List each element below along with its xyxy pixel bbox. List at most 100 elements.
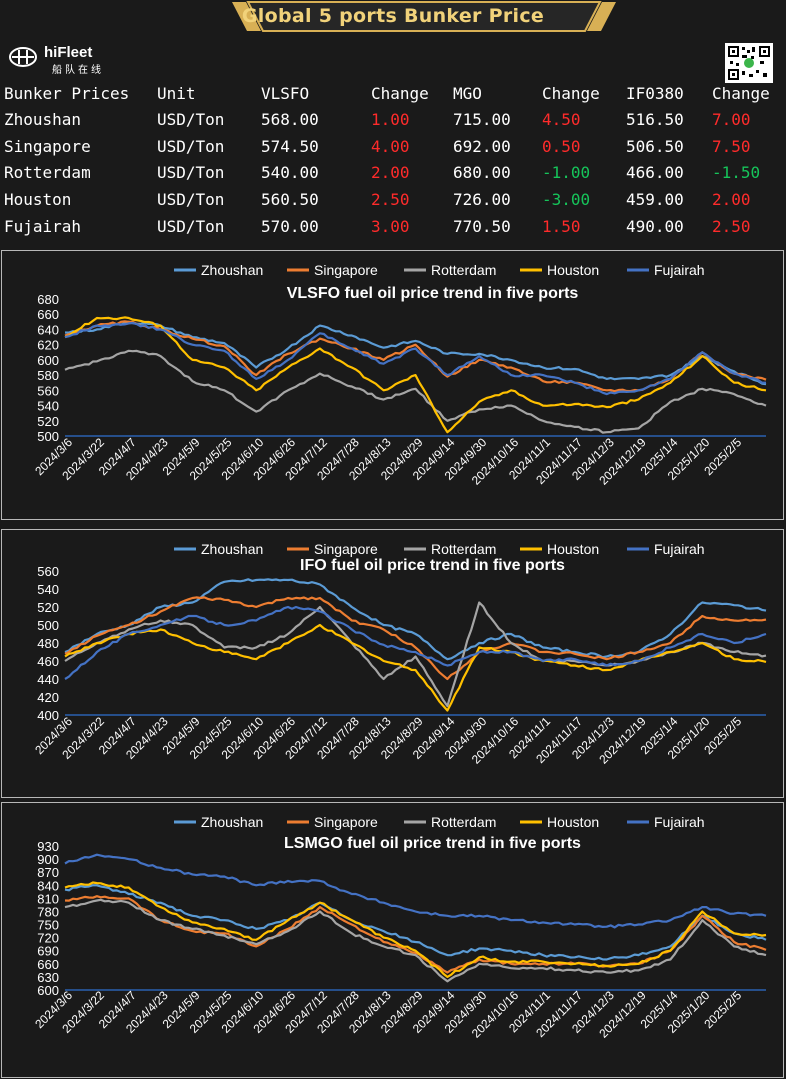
legend-label: Rotterdam <box>431 262 496 278</box>
series-line-singapore <box>64 320 767 393</box>
y-tick-label: 660 <box>37 307 59 322</box>
y-tick-label: 810 <box>37 891 59 906</box>
legend-label: Zhoushan <box>201 262 263 278</box>
y-tick-label: 560 <box>37 564 59 579</box>
y-tick-label: 870 <box>37 865 59 880</box>
y-tick-label: 440 <box>37 672 59 687</box>
y-tick-label: 460 <box>37 654 59 669</box>
title-banner: Global 5 ports Bunker Price <box>0 0 786 33</box>
table-row: Singapore USD/Ton 574.50 4.00 692.00 0.5… <box>0 137 786 163</box>
y-tick-label: 500 <box>37 429 59 444</box>
y-tick-label: 520 <box>37 600 59 615</box>
y-tick-label: 630 <box>37 970 59 985</box>
ifo-change: -1.50 <box>712 163 761 182</box>
vlsfo-price: 560.50 <box>261 190 319 209</box>
hifleet-logo: hiFleet 船队在线 <box>8 44 128 76</box>
y-tick-label: 580 <box>37 368 59 383</box>
y-tick-label: 780 <box>37 904 59 919</box>
series-line-zhoushan <box>64 578 767 661</box>
ifo-change: 7.00 <box>712 110 751 129</box>
series-line-houston <box>64 881 767 978</box>
vlsfo-change: 2.50 <box>371 190 410 209</box>
vlsfo-change: 2.00 <box>371 163 410 182</box>
y-tick-label: 540 <box>37 399 59 414</box>
chart-title: IFO fuel oil price trend in five ports <box>300 557 565 574</box>
y-tick-label: 480 <box>37 636 59 651</box>
y-tick-label: 660 <box>37 957 59 972</box>
col-header-vlsfo-change: Change <box>371 84 429 103</box>
port-name: Rotterdam <box>4 163 91 182</box>
unit-cell: USD/Ton <box>157 110 225 129</box>
y-tick-label: 520 <box>37 414 59 429</box>
qr-code <box>725 43 773 83</box>
legend-label: Singapore <box>314 262 378 278</box>
col-header-vlsfo: VLSFO <box>261 84 310 103</box>
vlsfo-change: 1.00 <box>371 110 410 129</box>
port-name: Zhoushan <box>4 110 82 129</box>
legend-label: Houston <box>547 541 599 557</box>
series-line-rotterdam <box>64 601 767 708</box>
mgo-change: 4.50 <box>542 110 581 129</box>
series-line-houston <box>64 623 767 712</box>
mgo-price: 692.00 <box>453 137 511 156</box>
qr-code-graphic <box>725 43 773 83</box>
ifo-price: 490.00 <box>626 217 684 236</box>
vlsfo-price: 540.00 <box>261 163 319 182</box>
ifo-price: 466.00 <box>626 163 684 182</box>
ifo-change: 7.50 <box>712 137 751 156</box>
vlsfo-price: 570.00 <box>261 217 319 236</box>
ifo-price: 506.50 <box>626 137 684 156</box>
legend-label: Singapore <box>314 814 378 830</box>
y-tick-label: 840 <box>37 878 59 893</box>
series-line-houston <box>64 316 767 434</box>
y-tick-label: 560 <box>37 383 59 398</box>
col-header-ifo-change: Change <box>712 84 770 103</box>
ifo-price: 516.50 <box>626 110 684 129</box>
vlsfo-change: 3.00 <box>371 217 410 236</box>
legend-label: Fujairah <box>654 541 705 557</box>
ifo-change: 2.00 <box>712 190 751 209</box>
y-tick-label: 540 <box>37 582 59 597</box>
legend-label: Rotterdam <box>431 814 496 830</box>
mgo-price: 726.00 <box>453 190 511 209</box>
lsmgo-chart-panel: 600 630 660 690 720 750 780 810 840 870 900 930 2024… <box>1 802 784 1078</box>
unit-cell: USD/Ton <box>157 217 225 236</box>
table-row: Houston USD/Ton 560.50 2.50 726.00 -3.00… <box>0 190 786 216</box>
mgo-change: 1.50 <box>542 217 581 236</box>
legend-label: Singapore <box>314 541 378 557</box>
y-tick-label: 420 <box>37 690 59 705</box>
col-header-ifo: IF0380 <box>626 84 684 103</box>
legend-label: Houston <box>547 262 599 278</box>
series-line-zhoushan <box>64 320 767 386</box>
vlsfo-price: 568.00 <box>261 110 319 129</box>
legend-label: Zhoushan <box>201 814 263 830</box>
port-name: Singapore <box>4 137 91 156</box>
y-tick-label: 600 <box>37 353 59 368</box>
unit-cell: USD/Ton <box>157 190 225 209</box>
y-tick-label: 620 <box>37 338 59 353</box>
brand-name: hiFleet <box>44 44 93 61</box>
mgo-change: -1.00 <box>542 163 591 182</box>
series-line-fujairah <box>64 605 767 680</box>
vlsfo-change: 4.00 <box>371 137 410 156</box>
y-tick-label: 640 <box>37 322 59 337</box>
page-title: Global 5 ports Bunker Price <box>241 5 545 27</box>
y-tick-label: 680 <box>37 292 59 307</box>
mgo-price: 680.00 <box>453 163 511 182</box>
y-tick-label: 750 <box>37 918 59 933</box>
legend-label: Zhoushan <box>201 541 263 557</box>
series-line-singapore <box>64 596 767 681</box>
brand-subtitle: 船队在线 <box>52 65 104 76</box>
mgo-price: 770.50 <box>453 217 511 236</box>
y-tick-label: 690 <box>37 944 59 959</box>
ifo-price: 459.00 <box>626 190 684 209</box>
chart-title: VLSFO fuel oil price trend in five ports <box>287 285 579 302</box>
vlsfo-price: 574.50 <box>261 137 319 156</box>
series-line-fujairah <box>64 853 767 929</box>
table-row: Rotterdam USD/Ton 540.00 2.00 680.00 -1.… <box>0 163 786 189</box>
y-tick-label: 500 <box>37 618 59 633</box>
vlsfo-chart-panel: 500 520 540 560 580 600 620 640 660 680 2024/3/6 20… <box>1 250 784 520</box>
legend-label: Fujairah <box>654 814 705 830</box>
mgo-price: 715.00 <box>453 110 511 129</box>
chart-svg: 4004204404604805005205405602024/3/62024/… <box>32 541 767 767</box>
